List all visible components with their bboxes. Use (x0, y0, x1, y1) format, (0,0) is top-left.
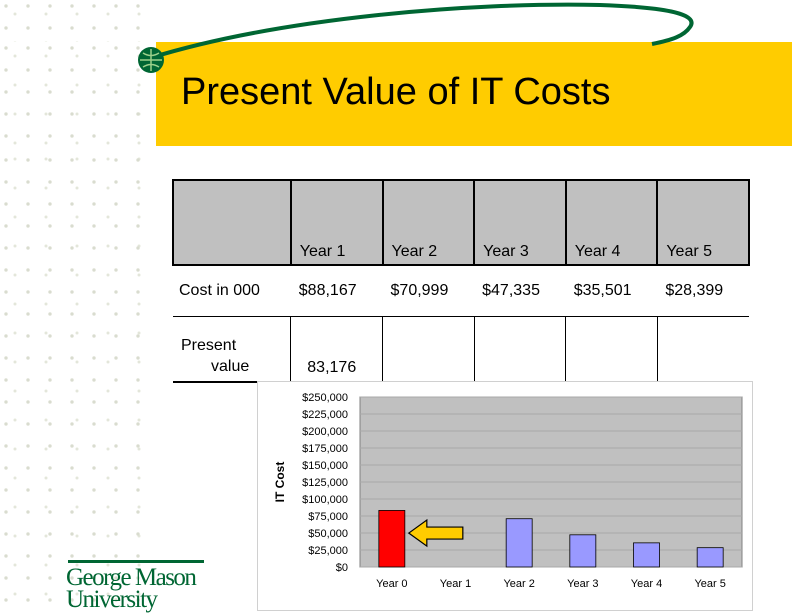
slide-title: Present Value of IT Costs (181, 71, 611, 113)
y-tick-label: $0 (336, 562, 348, 574)
y-tick-label: $125,000 (302, 477, 348, 489)
x-tick-label: Year 5 (694, 578, 725, 590)
table-header-cell: Year 4 (564, 179, 658, 266)
arrow-icon (407, 518, 464, 548)
swoosh-decoration (138, 2, 694, 73)
table-cell: $28,399 (657, 265, 749, 317)
y-tick-label: $150,000 (302, 460, 348, 472)
table-cell (656, 316, 749, 383)
y-tick-label: $200,000 (302, 426, 348, 438)
y-tick-label: $100,000 (302, 494, 348, 506)
y-tick-label: $225,000 (302, 409, 348, 421)
x-tick-label: Year 2 (503, 578, 534, 590)
table-row: Present value 83,176 (173, 316, 749, 383)
bar-chart: $0 $25,000 $50,000 $75,000 $100,000 $125,000 $… (273, 392, 743, 590)
table-cell (473, 316, 566, 383)
table-header-cell: Year 2 (381, 179, 475, 266)
x-tick-label: Year 4 (631, 578, 662, 590)
logo-text-line1: George Mason (66, 564, 197, 591)
row-label: Present value (173, 316, 291, 383)
globe-icon (138, 47, 164, 73)
bar (569, 534, 597, 568)
table-cell (382, 316, 475, 383)
logo-rule (68, 560, 204, 563)
table-header-cell: Year 1 (289, 179, 383, 266)
table-cell: 83,176 (290, 316, 383, 383)
row-label: Cost in 000 (173, 265, 291, 317)
row-label-line: Present (181, 337, 237, 354)
table-cell: $35,501 (565, 265, 658, 317)
table-header-cell (172, 179, 291, 266)
cost-table: Year 1 Year 2 Year 3 Year 4 Year 5 Cost … (172, 179, 750, 383)
header-band-pattern (0, 42, 156, 146)
x-tick-label: Year 1 (440, 578, 471, 590)
row-label-line: value (211, 358, 250, 375)
bar (696, 547, 724, 568)
table-header-cell: Year 5 (656, 179, 750, 266)
x-tick-label: Year 0 (376, 578, 407, 590)
chart-container: $0 $25,000 $50,000 $75,000 $100,000 $125,000 $… (257, 381, 753, 611)
y-tick-label: $75,000 (308, 511, 348, 523)
y-tick-label: $175,000 (302, 443, 348, 455)
y-tick-label: $250,000 (302, 392, 348, 404)
x-tick-label: Year 3 (567, 578, 598, 590)
table-header-cell: Year 3 (473, 179, 566, 266)
y-axis-label: IT Cost (273, 462, 287, 503)
table-cell: $47,335 (474, 265, 566, 317)
y-tick-label: $25,000 (308, 545, 348, 557)
bar (505, 518, 533, 568)
logo-text-line2: University (66, 586, 158, 613)
bar (378, 510, 406, 568)
table-cell: $70,999 (382, 265, 475, 317)
table-cell (565, 316, 658, 383)
header-band (0, 42, 792, 146)
university-logo: George Mason University (64, 552, 206, 613)
bar (633, 542, 660, 568)
table-header-row: Year 1 Year 2 Year 3 Year 4 Year 5 (172, 179, 750, 266)
y-tick-label: $50,000 (308, 528, 348, 540)
table-cell: $88,167 (290, 265, 383, 317)
swoosh-curve (149, 2, 694, 60)
table-row: Cost in 000 $88,167 $70,999 $47,335 $35,… (173, 265, 749, 317)
